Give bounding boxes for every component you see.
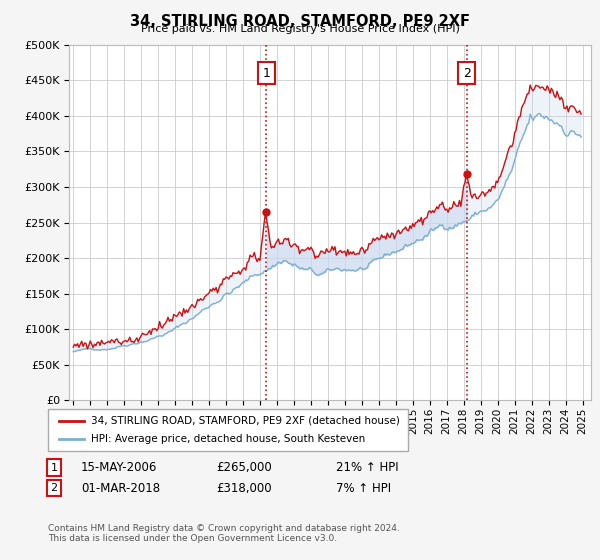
- Text: 34, STIRLING ROAD, STAMFORD, PE9 2XF: 34, STIRLING ROAD, STAMFORD, PE9 2XF: [130, 14, 470, 29]
- Text: 34, STIRLING ROAD, STAMFORD, PE9 2XF (detached house): 34, STIRLING ROAD, STAMFORD, PE9 2XF (de…: [91, 416, 400, 426]
- Text: 21% ↑ HPI: 21% ↑ HPI: [336, 461, 398, 474]
- Text: £265,000: £265,000: [216, 461, 272, 474]
- Text: 1: 1: [50, 463, 58, 473]
- Text: 7% ↑ HPI: 7% ↑ HPI: [336, 482, 391, 495]
- Text: 2: 2: [50, 483, 58, 493]
- Text: 15-MAY-2006: 15-MAY-2006: [81, 461, 157, 474]
- Text: 01-MAR-2018: 01-MAR-2018: [81, 482, 160, 495]
- Text: £318,000: £318,000: [216, 482, 272, 495]
- Text: 1: 1: [262, 67, 270, 80]
- Text: Price paid vs. HM Land Registry's House Price Index (HPI): Price paid vs. HM Land Registry's House …: [140, 24, 460, 34]
- Text: HPI: Average price, detached house, South Kesteven: HPI: Average price, detached house, Sout…: [91, 434, 365, 444]
- FancyBboxPatch shape: [48, 409, 408, 451]
- Text: Contains HM Land Registry data © Crown copyright and database right 2024.
This d: Contains HM Land Registry data © Crown c…: [48, 524, 400, 543]
- Text: 2: 2: [463, 67, 470, 80]
